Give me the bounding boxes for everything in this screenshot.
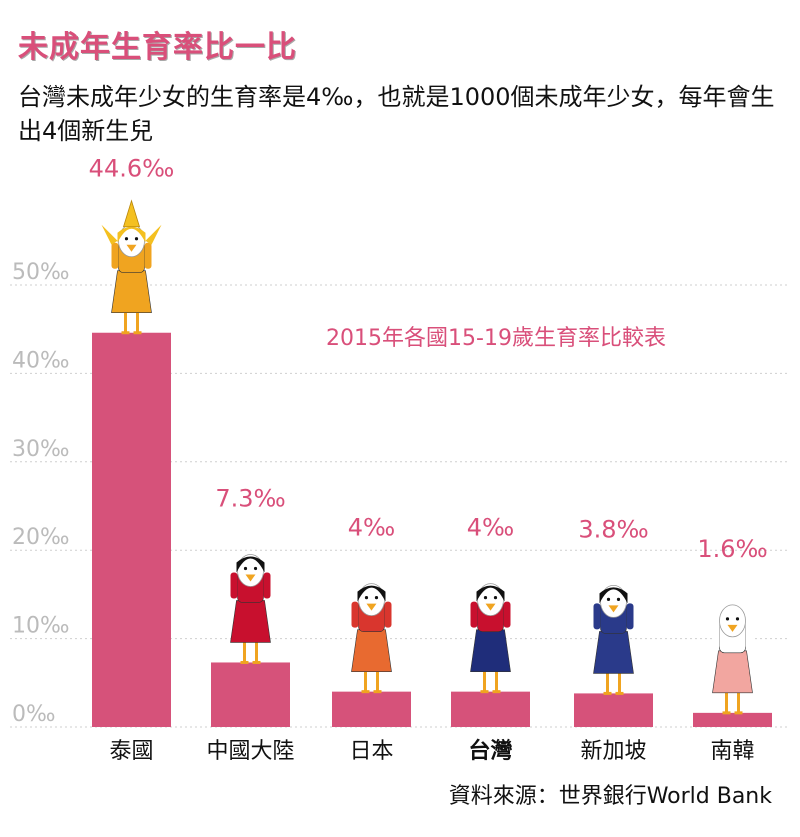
head [719, 604, 746, 638]
arm [111, 242, 119, 269]
shoulder-ornament [145, 224, 162, 245]
eye [735, 617, 740, 621]
page-subtitle: 台灣未成年少女的生育率是4‰，也就是1000個未成年少女，每年會生出4個新生兒 [18, 83, 775, 145]
bar [332, 691, 411, 727]
skirt [230, 600, 271, 643]
arm [593, 603, 601, 630]
crown [122, 199, 141, 228]
arm [384, 601, 392, 628]
eye [243, 566, 248, 571]
hair [357, 585, 386, 602]
eye [374, 596, 379, 600]
thai-dancer-bird-icon [101, 199, 162, 335]
arm [626, 603, 634, 630]
value-label: 4‰ [467, 514, 514, 542]
hair [117, 226, 146, 243]
skirt [111, 270, 152, 314]
y-tick-label: 0‰ [12, 702, 56, 727]
eye [606, 597, 611, 602]
bars-layer [92, 332, 772, 727]
x-category-label: 南韓 [710, 739, 754, 764]
beak [245, 574, 256, 582]
arm [144, 242, 152, 269]
arm [351, 601, 359, 628]
eye [253, 566, 258, 571]
figures-layer [101, 199, 753, 715]
x-category-label: 中國大陸 [206, 739, 294, 764]
beak [727, 624, 738, 632]
beak [366, 603, 377, 611]
page-title: 未成年生育率比一比 [18, 30, 297, 65]
skirt [593, 631, 634, 674]
eye [364, 596, 369, 600]
bar [693, 712, 772, 727]
schoolgirl-bird-icon [470, 583, 511, 694]
eye [124, 237, 129, 241]
source-note: 資料來源：世界銀行World Bank [448, 784, 772, 809]
bar [211, 662, 290, 727]
value-label: 1.6‰ [697, 535, 767, 563]
arm [263, 572, 271, 599]
y-tick-label: 20‰ [12, 525, 70, 550]
eye [725, 617, 730, 621]
bar [92, 332, 171, 727]
kimono-bird-icon [351, 583, 392, 694]
beak [485, 603, 496, 611]
x-category-label: 新加坡 [580, 739, 646, 764]
value-label: 3.8‰ [578, 515, 648, 543]
skirt [351, 629, 392, 672]
eye [483, 596, 488, 600]
value-label: 7.3‰ [215, 484, 285, 512]
beak [608, 605, 619, 613]
skirt [712, 650, 753, 694]
eye [493, 596, 498, 600]
value-label: 4‰ [348, 514, 395, 542]
x-category-label: 泰國 [109, 739, 153, 764]
y-tick-label: 40‰ [12, 348, 70, 373]
x-category-label: 台灣 [468, 738, 512, 764]
y-tick-label: 10‰ [12, 614, 70, 639]
hair [599, 587, 628, 604]
y-tick-label: 50‰ [12, 260, 70, 285]
arm [470, 601, 478, 628]
hair [476, 585, 505, 602]
eye [134, 237, 139, 241]
arm [230, 572, 238, 599]
arm [712, 622, 720, 649]
value-label: 44.6‰ [89, 155, 175, 183]
arm [503, 601, 511, 628]
kebaya-bird-icon [593, 585, 634, 695]
skirt [470, 629, 511, 672]
x-category-label: 日本 [349, 739, 393, 764]
eye [616, 597, 621, 602]
qipao-bird-icon [230, 554, 271, 664]
bar [451, 691, 530, 727]
arm [745, 622, 753, 649]
hanbok-bird-icon [712, 604, 753, 715]
beak [126, 244, 137, 252]
y-tick-label: 30‰ [12, 437, 70, 462]
bar [574, 693, 653, 727]
shoulder-ornament [101, 224, 118, 245]
chart-title: 2015年各國15-19歲生育率比較表 [326, 326, 666, 351]
hair [236, 556, 265, 573]
